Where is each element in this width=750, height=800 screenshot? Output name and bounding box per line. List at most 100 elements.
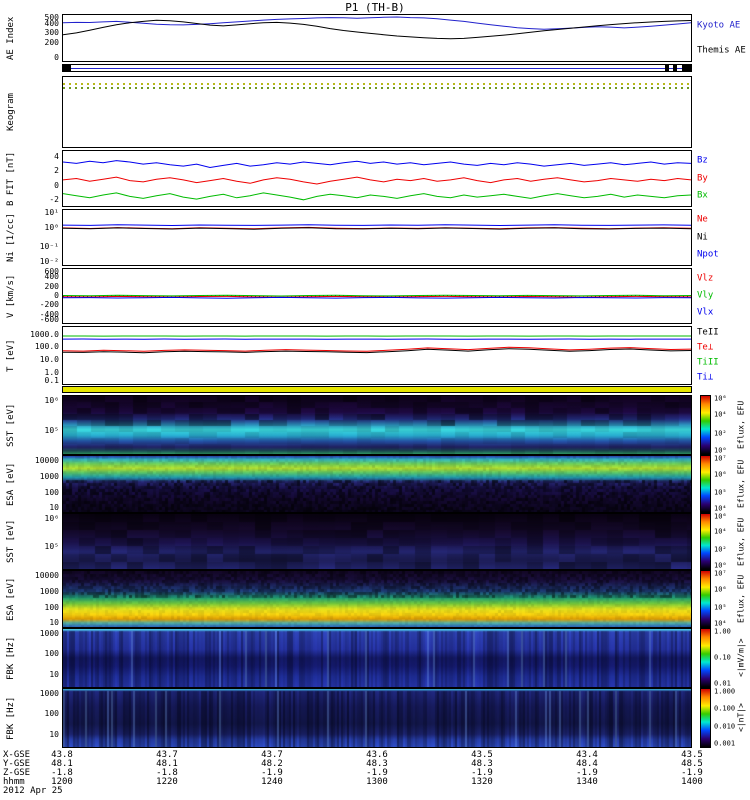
legend-Vlx: Vlx xyxy=(697,307,714,318)
series-Npot xyxy=(63,224,691,227)
axis-value: -1.9 xyxy=(471,768,493,778)
ytick: 10 xyxy=(49,729,59,739)
spectrogram-fbk-b xyxy=(63,689,691,747)
panel-bfit: B FIT [nT] 4 2 0 -2 Bz By Bx xyxy=(0,150,750,207)
colorbar-tick: 10⁴ xyxy=(714,527,727,536)
axis-row-Y-GSE: Y-GSE 48.1 48.1 48.2 48.3 48.3 48.4 48.5 xyxy=(0,760,750,769)
keogram-dots xyxy=(63,87,691,89)
panel-esa-ele: ESA [eV] 10000 1000 100 10 10⁷ 10⁶ 10⁵ 10⁴ Eflux,… xyxy=(0,570,750,628)
ytick: 1.0 xyxy=(44,367,59,377)
spectrogram-sst-ion xyxy=(63,396,691,454)
ylabel-keogram: Keogram xyxy=(6,93,16,131)
axis-value: 43.7 xyxy=(261,750,283,760)
ytick: 1000.0 xyxy=(30,329,59,339)
axis-value: 48.3 xyxy=(366,759,388,769)
date-label: 2012 Apr 25 xyxy=(3,786,63,796)
colorbar-unit-label: Eflux, EFU xyxy=(736,400,746,450)
colorbar-tick: 10² xyxy=(714,429,727,438)
axis-value: 1220 xyxy=(156,777,178,787)
colorbar-unit-label: <|mV/m|> xyxy=(736,638,746,678)
plot-box-esa-ion xyxy=(62,455,692,513)
line-chart-ni xyxy=(63,224,691,230)
ytick: 1000 xyxy=(39,472,59,482)
spectrogram-sst-ele xyxy=(63,514,691,569)
colorbar-fbk-e xyxy=(700,628,711,688)
series-By xyxy=(63,176,691,185)
legend-Themis-AE: Themis AE xyxy=(697,45,746,56)
plot-box-t xyxy=(62,326,692,385)
series-Vlx xyxy=(63,296,691,299)
axis-value: 43.7 xyxy=(156,750,178,760)
axis-value: 48.3 xyxy=(471,759,493,769)
axis-value: 48.1 xyxy=(51,759,73,769)
colorbar-tick: 10⁶ xyxy=(714,470,727,479)
legend-Vly: Vly xyxy=(697,290,714,301)
colorbar-tick: 10⁶ xyxy=(714,394,727,403)
ytick: 10⁶ xyxy=(44,396,59,405)
plot-box-sst-ion xyxy=(62,395,692,455)
axis-row-X-GSE: X-GSE 43.8 43.7 43.7 43.6 43.5 43.4 43.5 xyxy=(0,751,750,760)
series-TeII xyxy=(63,348,691,354)
axis-value: 43.5 xyxy=(681,750,703,760)
axis-value: 1300 xyxy=(366,777,388,787)
ytick: 10000 xyxy=(34,571,59,581)
ytick: -600 xyxy=(39,315,59,324)
panel-ae-flag xyxy=(0,64,750,72)
axis-value: -1.9 xyxy=(261,768,283,778)
spectrogram-fbk-e xyxy=(63,629,691,687)
plot-box-v xyxy=(62,268,692,324)
legend-Ti⊥: Ti⊥ xyxy=(697,372,714,383)
ytick: 500 xyxy=(44,13,59,22)
colorbar-tick: 1.00 xyxy=(714,627,731,636)
ytick: 1000 xyxy=(39,587,59,597)
plot-box-sst-ele xyxy=(62,513,692,570)
colorbar-tick: 1.000 xyxy=(714,687,736,696)
axis-value: -1.9 xyxy=(366,768,388,778)
keogram-dots xyxy=(63,83,691,85)
axis-value: 1400 xyxy=(681,777,703,787)
ytick: 400 xyxy=(44,18,59,28)
ytick: 10000 xyxy=(34,456,59,466)
ytick: 200 xyxy=(44,37,59,47)
ytick: 400 xyxy=(44,272,59,282)
axis-value: 1340 xyxy=(576,777,598,787)
ytick: 100 xyxy=(44,709,59,719)
plot-box-ae xyxy=(62,14,692,62)
axis-value: -1.9 xyxy=(681,768,703,778)
axis-value: 43.5 xyxy=(471,750,493,760)
axis-value: -1.8 xyxy=(51,768,73,778)
ytick: 10⁵ xyxy=(44,542,59,552)
colorbar-unit-label: <|nT|> xyxy=(736,703,746,733)
colorbar-unit-label: Eflux, EFU xyxy=(736,459,746,509)
plot-title: P1 (TH-B) xyxy=(345,1,405,14)
plot-box-keogram xyxy=(62,76,692,148)
series-Te⊥ xyxy=(63,346,691,352)
legend-By: By xyxy=(697,173,708,183)
panel-v: V [km/s] 600 400 200 0 -200 -400 -600 Vlz Vly Vlx xyxy=(0,268,750,324)
ytick: 10⁵ xyxy=(44,426,59,435)
legend-Bx: Bx xyxy=(697,190,708,201)
panel-keogram: Keogram xyxy=(0,76,750,148)
ytick: 0 xyxy=(54,53,59,62)
axis-row-Z-GSE: Z-GSE -1.8 -1.8 -1.9 -1.9 -1.9 -1.9 -1.9 xyxy=(0,769,750,778)
legend-Kyoto-AE: Kyoto AE xyxy=(697,20,741,31)
colorbar-sst-ion xyxy=(700,395,711,455)
series-Kyoto-AE xyxy=(63,16,691,30)
panel-fbk-b: FBK [Hz] 1000 100 10 1.000 0.100 0.010 0.001 <|n… xyxy=(0,688,750,748)
line-chart-ae xyxy=(63,16,691,40)
colorbar-tick: 0.01 xyxy=(714,679,731,688)
ytick: 10¹ xyxy=(44,208,59,217)
legend-Ne: Ne xyxy=(697,214,708,225)
panel-ni: Ni [1/cc] 10¹ 10⁰ 10⁻¹ 10⁻² Ne Ni Npot xyxy=(0,209,750,266)
axis-value: 48.5 xyxy=(681,759,703,769)
axis-value: 48.1 xyxy=(156,759,178,769)
ytick: 10 xyxy=(49,503,59,513)
legend-TeII: TeII xyxy=(697,327,719,338)
legend-Vlz: Vlz xyxy=(697,273,714,284)
ytick: 100 xyxy=(44,602,59,612)
colorbar-tick: 10⁶ xyxy=(714,512,727,521)
ytick: 2 xyxy=(54,166,59,176)
ytick: 10⁻¹ xyxy=(39,242,59,252)
colorbar-sst-ele xyxy=(700,513,711,570)
axis-row-label: Y-GSE xyxy=(3,759,31,769)
